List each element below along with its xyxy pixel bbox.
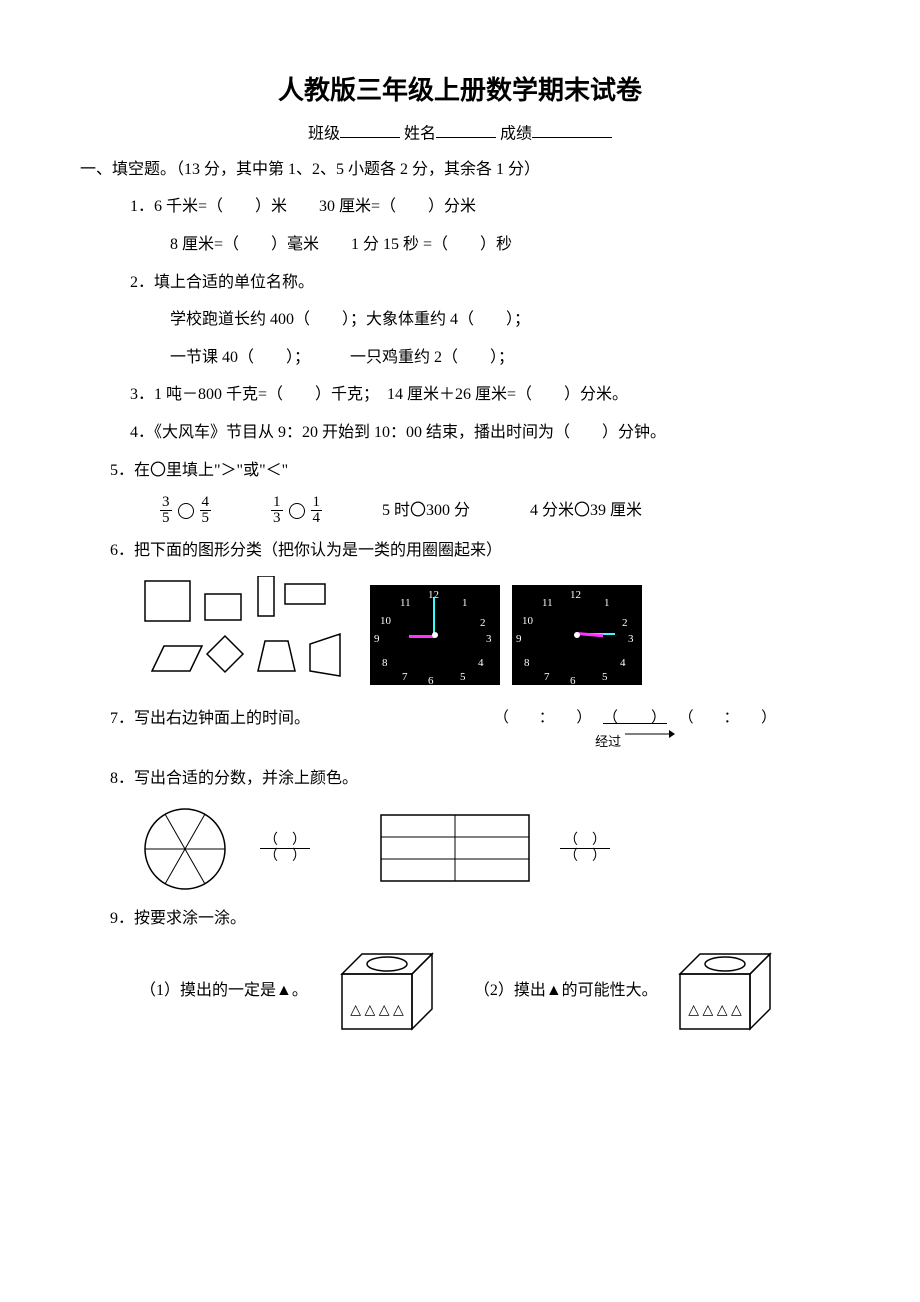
clocks-group: 121234567891011 121234567891011	[370, 585, 642, 685]
blank-class[interactable]	[340, 120, 400, 139]
fraction-blank-1[interactable]: （ ）（ ）	[260, 833, 310, 865]
q6: 6．把下面的图形分类（把你认为是一类的用圈圈起来）	[110, 538, 840, 564]
q9a: （1）摸出的一定是▲。	[140, 978, 308, 1004]
compare-circle-icon[interactable]	[178, 503, 194, 519]
q9-row: （1）摸出的一定是▲。 △ △ △ △ （2）摸出▲的可能性大。 △ △ △ △	[140, 944, 840, 1039]
label-class: 班级	[308, 125, 340, 142]
frac-4-5: 45	[200, 495, 212, 526]
q4: 4．《大风车》节目从 9：20 开始到 10：00 结束，播出时间为（ ）分钟。	[130, 420, 840, 446]
q9: 9．按要求涂一涂。	[110, 906, 840, 932]
frac-3-5: 35	[160, 495, 172, 526]
q1-line1: 1．6 千米=（ ）米 30 厘米=（ ）分米	[130, 194, 840, 220]
info-line: 班级 姓名 成绩	[80, 120, 840, 147]
pie-6-icon	[140, 804, 230, 894]
q1-line2: 8 厘米=（ ）毫米 1 分 15 秒 =（ ）秒	[170, 232, 840, 258]
time-blank-2[interactable]: （ ： ）	[679, 710, 777, 726]
elapsed-group: （ ） 经过	[595, 706, 675, 754]
shapes-group	[140, 576, 350, 695]
q8: 8．写出合适的分数，并涂上颜色。	[110, 766, 840, 792]
frac-1-4: 14	[311, 495, 323, 526]
q8-figures: （ ）（ ） （ ）（ ）	[140, 804, 840, 894]
tissue-box-icon: △ △ △ △	[670, 944, 780, 1039]
q3: 3．1 吨－800 千克=（ ）千克； 14 厘米＋26 厘米=（ ）分米。	[130, 382, 840, 408]
compare-circle-icon[interactable]	[289, 503, 305, 519]
blank-name[interactable]	[436, 120, 496, 139]
q7-row: 7．写出右边钟面上的时间。 （ ： ） （ ） 经过 （ ： ）	[110, 706, 840, 754]
label-name: 姓名	[404, 125, 436, 142]
label-score: 成绩	[500, 125, 532, 142]
fraction-blank-2[interactable]: （ ）（ ）	[560, 833, 610, 865]
q7-answers: （ ： ） （ ） 经过 （ ： ）	[430, 706, 840, 754]
clock-1: 121234567891011	[370, 585, 500, 685]
elapsed-blank[interactable]: （ ）	[603, 710, 667, 726]
frac-1-3: 13	[271, 495, 283, 526]
q5: 5．在〇里填上"＞"或"＜"	[110, 458, 840, 484]
tissue-box-icon: △ △ △ △	[332, 944, 442, 1039]
arrow-icon	[625, 730, 675, 738]
time-blank-1[interactable]: （ ： ）	[494, 710, 592, 726]
page-title: 人教版三年级上册数学期末试卷	[80, 70, 840, 112]
shapes-svg	[140, 576, 350, 686]
clock-2: 121234567891011	[512, 585, 642, 685]
q2: 2．填上合适的单位名称。	[130, 270, 840, 296]
q5-part-c: 5 时〇300 分	[382, 498, 470, 524]
q2-line2: 一节课 40（ ）； 一只鸡重约 2（ ）；	[170, 345, 840, 371]
section-1-head: 一、填空题。（13 分，其中第 1、2、5 小题各 2 分，其余各 1 分）	[80, 157, 840, 183]
q2-line1: 学校跑道长约 400（ ）；大象体重约 4（ ）；	[170, 307, 840, 333]
elapsed-label: 经过	[595, 734, 621, 749]
q5-part-d: 4 分米〇39 厘米	[530, 498, 642, 524]
svg-text:△ △ △ △: △ △ △ △	[688, 1003, 742, 1018]
q5-part-a: 35 45	[160, 495, 211, 526]
q6-figures: 121234567891011 121234567891011	[140, 576, 840, 695]
q5-part-b: 13 14	[271, 495, 322, 526]
blank-score[interactable]	[532, 120, 612, 139]
q7: 7．写出右边钟面上的时间。	[110, 706, 430, 732]
grid-2x3-icon	[380, 814, 530, 884]
q9b: （2）摸出▲的可能性大。	[474, 978, 658, 1004]
q5-row: 35 45 13 14 5 时〇300 分 4 分米〇39 厘米	[160, 495, 840, 526]
svg-text:△ △ △ △: △ △ △ △	[350, 1003, 404, 1018]
